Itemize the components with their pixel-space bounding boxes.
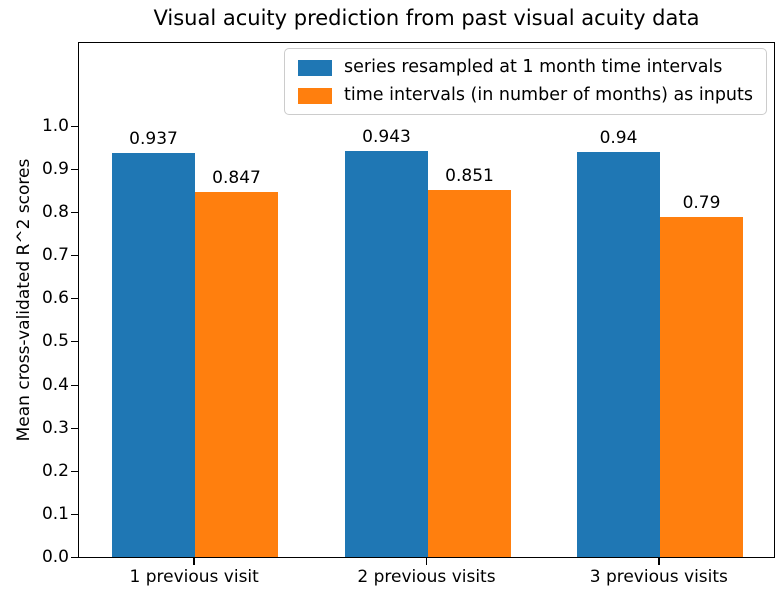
y-tick-mark xyxy=(71,428,78,430)
y-tick-label: 0.8 xyxy=(41,202,69,222)
y-tick-mark xyxy=(71,341,78,343)
x-tick-mark xyxy=(658,558,660,565)
legend-item-series-0: series resampled at 1 month time interva… xyxy=(298,58,753,77)
bar-value-label-orange-group-3: 0.79 xyxy=(682,193,721,213)
bar-orange-group-2 xyxy=(428,190,511,557)
legend: series resampled at 1 month time interva… xyxy=(284,48,767,115)
y-tick-mark xyxy=(71,255,78,257)
y-tick-mark xyxy=(71,169,78,171)
y-tick-mark xyxy=(71,385,78,387)
plot-area: 0.937 0.847 0.943 0.851 0.94 0.79 series resa… xyxy=(78,42,775,558)
y-tick-label: 0.3 xyxy=(41,418,69,438)
y-tick-label: 0.5 xyxy=(41,331,69,351)
y-tick-mark xyxy=(71,471,78,473)
y-tick-mark xyxy=(71,557,78,559)
bar-value-label-blue-group-2: 0.943 xyxy=(362,127,411,147)
x-tick-mark xyxy=(193,558,195,565)
chart-title: Visual acuity prediction from past visua… xyxy=(153,6,700,30)
bar-blue-group-1 xyxy=(112,153,195,557)
y-tick-mark xyxy=(71,514,78,516)
bar-blue-group-3 xyxy=(577,152,660,557)
y-tick-label: 0.9 xyxy=(41,159,69,179)
legend-label-series-1: time intervals (in number of months) as … xyxy=(344,85,753,105)
x-tick-label: 3 previous visits xyxy=(589,567,728,587)
y-tick-label: 0.4 xyxy=(41,375,69,395)
bar-orange-group-1 xyxy=(195,192,278,557)
bar-value-label-orange-group-1: 0.847 xyxy=(212,168,261,188)
bar-orange-group-3 xyxy=(660,217,743,557)
y-tick-label: 0.2 xyxy=(41,461,69,481)
bar-value-label-orange-group-2: 0.851 xyxy=(445,166,494,186)
bar-value-label-blue-group-3: 0.94 xyxy=(599,128,638,148)
legend-item-series-1: time intervals (in number of months) as … xyxy=(298,86,753,105)
x-tick-label: 2 previous visits xyxy=(357,567,496,587)
legend-swatch-blue xyxy=(298,59,333,76)
y-tick-label: 0.7 xyxy=(41,245,69,265)
y-tick-label: 0.6 xyxy=(41,288,69,308)
y-tick-label: 0.1 xyxy=(41,504,69,524)
legend-swatch-orange xyxy=(298,87,333,104)
y-tick-mark xyxy=(71,212,78,214)
y-tick-label: 1.0 xyxy=(41,116,69,136)
y-tick-label: 0.0 xyxy=(41,547,69,567)
y-tick-mark xyxy=(71,126,78,128)
bar-value-label-blue-group-1: 0.937 xyxy=(129,129,178,149)
bar-blue-group-2 xyxy=(345,151,428,557)
legend-label-series-0: series resampled at 1 month time interva… xyxy=(344,57,723,77)
x-tick-mark xyxy=(425,558,428,565)
y-tick-mark xyxy=(71,298,78,300)
x-tick-label: 1 previous visit xyxy=(129,567,259,587)
